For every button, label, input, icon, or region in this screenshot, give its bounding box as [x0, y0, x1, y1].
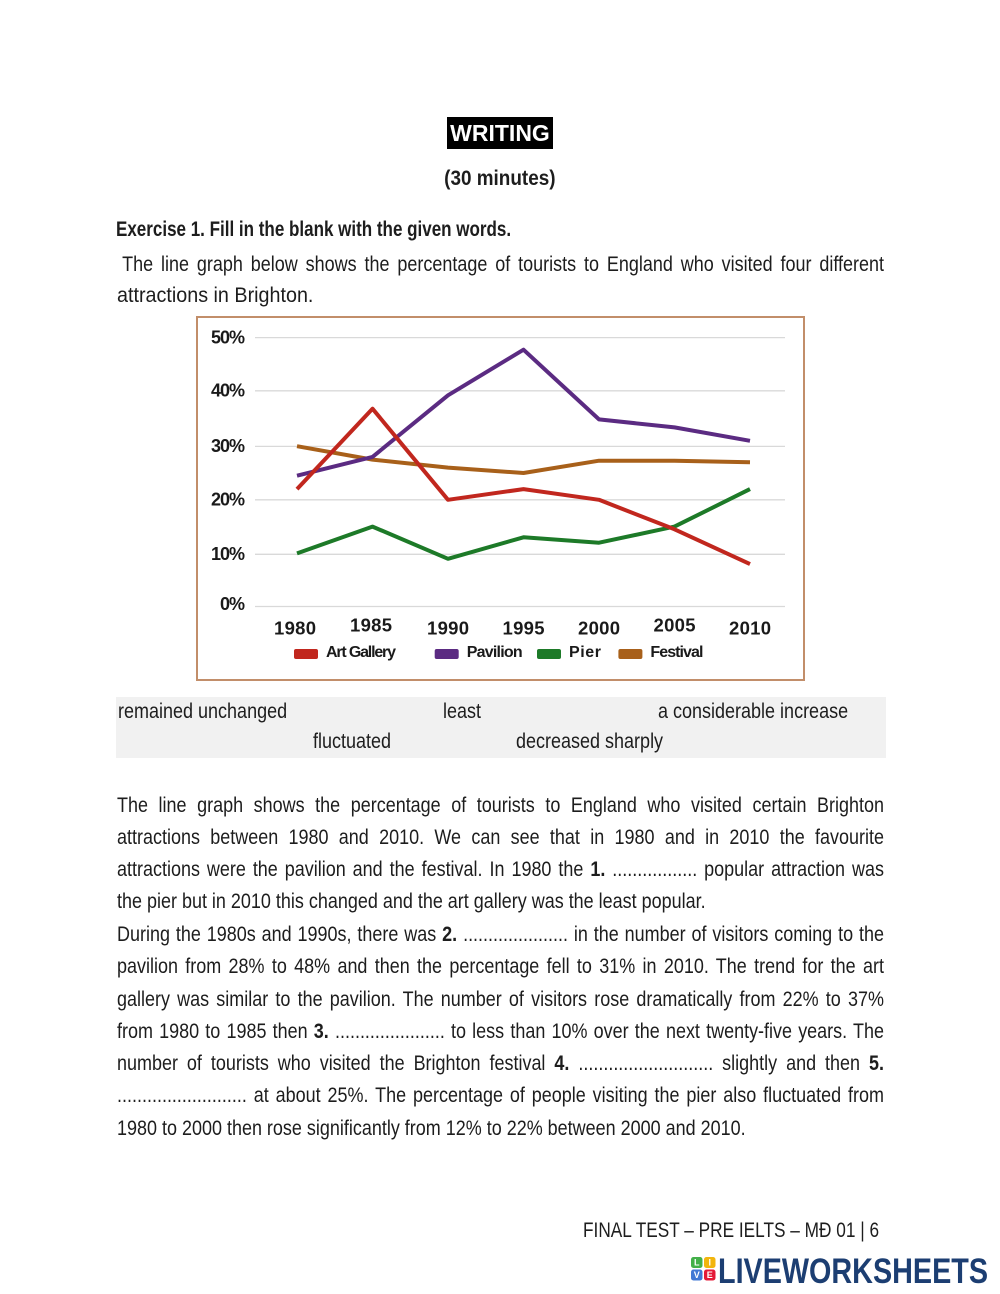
- svg-text:20%: 20%: [211, 490, 245, 510]
- svg-text:0%: 0%: [220, 594, 245, 614]
- svg-text:2000: 2000: [578, 618, 620, 639]
- svg-text:E: E: [707, 1270, 713, 1280]
- svg-text:Art Gallery: Art Gallery: [326, 644, 396, 661]
- svg-text:1990: 1990: [427, 618, 469, 639]
- svg-text:V: V: [694, 1270, 700, 1280]
- svg-text:I: I: [709, 1258, 712, 1268]
- svg-text:10%: 10%: [211, 544, 245, 564]
- svg-text:2005: 2005: [654, 615, 696, 636]
- svg-text:40%: 40%: [211, 381, 245, 401]
- svg-text:Festival: Festival: [650, 644, 703, 661]
- svg-text:2010: 2010: [729, 618, 771, 639]
- svg-text:30%: 30%: [211, 436, 245, 456]
- svg-text:LIVEWORKSHEETS: LIVEWORKSHEETS: [718, 1252, 988, 1288]
- svg-text:1980: 1980: [274, 618, 316, 639]
- svg-text:1995: 1995: [503, 618, 545, 639]
- svg-text:Pavilion: Pavilion: [467, 644, 523, 661]
- svg-text:L: L: [694, 1258, 700, 1268]
- svg-text:1985: 1985: [350, 615, 392, 636]
- svg-text:50%: 50%: [211, 327, 245, 347]
- svg-text:Pier: Pier: [569, 644, 601, 661]
